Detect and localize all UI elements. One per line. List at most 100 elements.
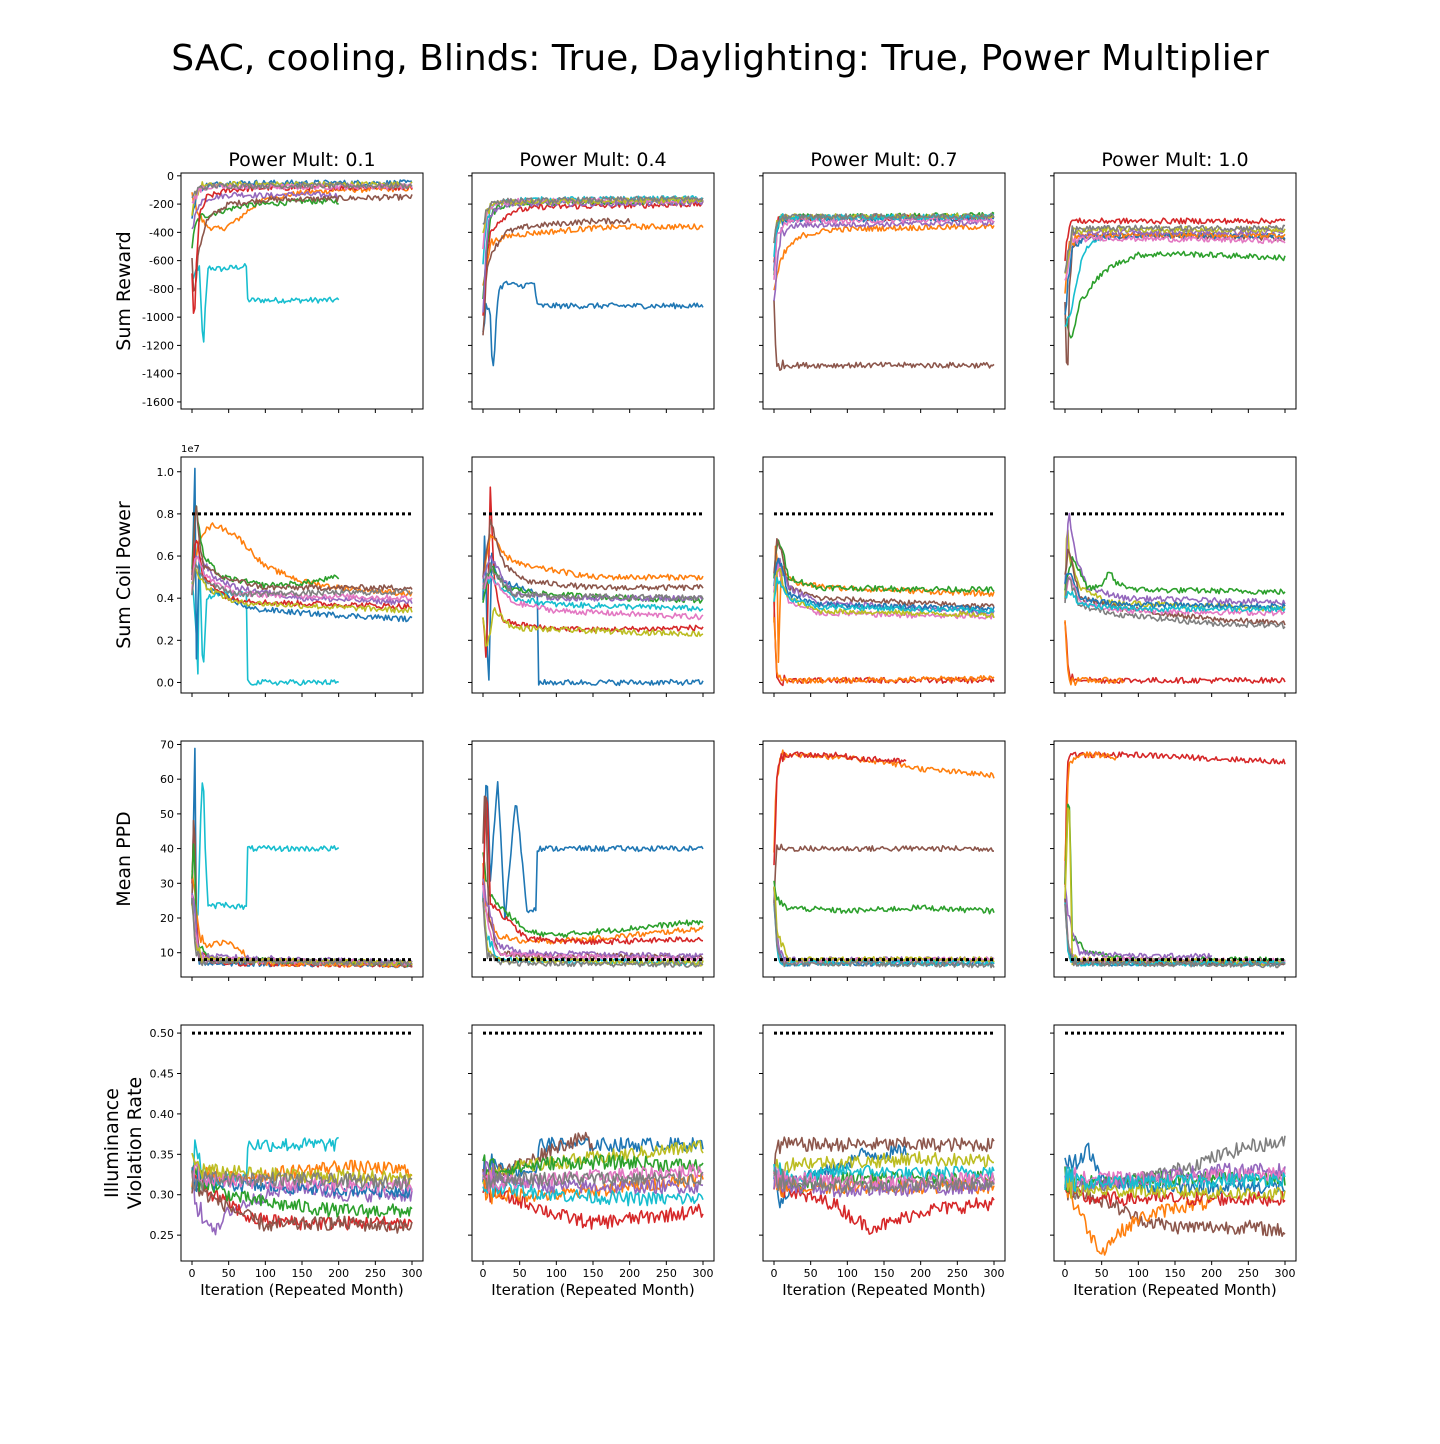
series-line-10 — [773, 1168, 995, 1194]
y-tick-label: -1000 — [142, 311, 174, 324]
series-line-9 — [773, 903, 995, 967]
series-line-7 — [1064, 1162, 1286, 1193]
column-title-1: Power Mult: 0.1 — [228, 149, 375, 171]
chart-row-3: Mean PPD 10 20 30 40 50 60 70 — [113, 738, 1297, 981]
series-line-8 — [482, 607, 704, 647]
series-line-4 — [482, 518, 704, 592]
plot-area — [773, 211, 995, 371]
x-tick-label: 250 — [947, 1267, 968, 1280]
series-line-9 — [482, 1163, 704, 1194]
series-line-6 — [1064, 217, 1286, 262]
subplot-r3-c1: 10 20 30 40 50 60 70 — [160, 738, 424, 981]
plot-area — [773, 512, 995, 687]
y-tick-label: 0.40 — [150, 1108, 175, 1121]
series-line-10 — [773, 900, 995, 969]
series-line-4 — [1064, 236, 1103, 328]
subplot-r1-c2 — [468, 172, 715, 413]
series-line-9 — [191, 567, 413, 614]
plot-area — [482, 781, 704, 968]
series-line-10 — [773, 212, 995, 244]
x-tick-label: 150 — [1165, 1267, 1186, 1280]
y-tick-label: 10 — [160, 947, 174, 960]
subplot-r2-c1: 0.0 0.2 0.4 0.6 0.8 1.0 1e7 — [157, 444, 424, 697]
series-line-1 — [482, 781, 704, 921]
subplot-r2-c3 — [759, 456, 1006, 697]
plot-area — [773, 749, 995, 969]
plot-area — [482, 195, 704, 367]
series-line-3 — [1064, 556, 1286, 595]
series-line-7 — [482, 885, 704, 963]
series-line-3 — [773, 617, 995, 684]
series-line-9 — [482, 555, 704, 602]
series-line-10 — [773, 576, 995, 614]
series-line-1 — [773, 299, 995, 371]
series-line-7 — [482, 575, 704, 621]
chart-row-2: Sum Coil Power 0.0 0.2 0.4 0.6 0.8 1.0 1e7 — [113, 444, 1297, 697]
series-line-10 — [482, 1170, 704, 1191]
series-line-1 — [773, 1136, 995, 1174]
x-tick-label: 300 — [693, 1267, 714, 1280]
plot-area — [1064, 751, 1286, 969]
x-tick-label: 300 — [402, 1267, 423, 1280]
y-tick-label: -400 — [149, 226, 174, 239]
series-line-10 — [1064, 224, 1286, 273]
y-tick-label: -600 — [149, 255, 174, 268]
series-line-9 — [773, 567, 995, 619]
y-tick-label: 0.50 — [150, 1027, 175, 1040]
series-line-3 — [773, 1151, 994, 1181]
x-tick-label: 200 — [910, 1267, 931, 1280]
series-line-3 — [191, 197, 339, 249]
y-offset-label: 1e7 — [181, 444, 200, 455]
x-tick-label: 200 — [328, 1267, 349, 1280]
y-tick-label: 0 — [167, 170, 174, 183]
series-line-5 — [1064, 620, 1125, 686]
series-line-10 — [1064, 1166, 1286, 1192]
series-line-7 — [773, 557, 995, 612]
subplot-r4-c1: 0 50 100 150 200 250 300 0.25 0.30 0.35 0.40 0.45 0.… — [150, 1024, 424, 1299]
series-line-1 — [1064, 1135, 1286, 1200]
series-line-10 — [1064, 903, 1286, 969]
x-axis-label: Iteration (Repeated Month) — [782, 1281, 985, 1299]
series-line-8 — [1064, 1165, 1286, 1193]
subplot-r2-c4 — [1050, 456, 1297, 697]
x-tick-label: 150 — [874, 1267, 895, 1280]
x-tick-label: 0 — [189, 1267, 196, 1280]
y-tick-label: 0.35 — [150, 1148, 175, 1161]
column-title-2: Power Mult: 0.4 — [519, 149, 666, 171]
row-ylabel-line-1: Mean PPD — [113, 811, 135, 906]
series-line-4 — [1064, 621, 1286, 684]
series-line-4 — [482, 1154, 704, 1177]
series-line-8 — [191, 556, 413, 602]
plot-area — [773, 1031, 995, 1235]
row-ylabel-line-1: Sum Reward — [113, 231, 135, 350]
chart-row-4: Illuminance Violation Rate 0 50 100 150 200 250… — [101, 1024, 1297, 1299]
series-line-3 — [191, 522, 413, 597]
chart-row-1: Sum Reward 0 -200 -400 -600 -800 -1000 -1200 -14… — [113, 170, 1297, 413]
series-line-10 — [191, 564, 413, 598]
series-line-4 — [482, 796, 704, 946]
series-line-2 — [773, 223, 995, 291]
y-tick-label: 1.0 — [157, 466, 175, 479]
series-line-2 — [482, 486, 704, 658]
x-tick-label: 0 — [771, 1267, 778, 1280]
series-line-10 — [482, 195, 704, 225]
x-tick-label: 150 — [292, 1267, 313, 1280]
subplot-grid: Power Mult: 0.1 Power Mult: 0.4 Power Mult… — [101, 149, 1297, 1299]
subplot-r3-c4 — [1050, 740, 1297, 981]
series-line-10 — [191, 1170, 413, 1191]
series-line-2 — [482, 223, 704, 286]
series-line-10 — [1064, 590, 1286, 613]
series-line-8 — [482, 1160, 704, 1195]
x-tick-label: 200 — [1201, 1267, 1222, 1280]
figure-title: SAC, cooling, Blinds: True, Daylighting:… — [171, 38, 1269, 79]
series-line-1 — [482, 535, 704, 687]
series-line-10 — [482, 562, 704, 602]
x-tick-label: 200 — [619, 1267, 640, 1280]
series-line-1 — [482, 280, 704, 367]
y-tick-label: 0.8 — [157, 508, 175, 521]
subplot-r2-c2 — [468, 456, 715, 697]
